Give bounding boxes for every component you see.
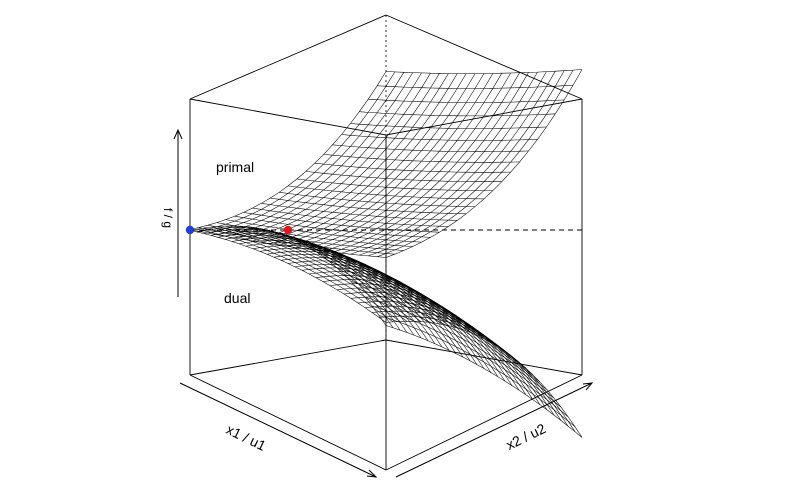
red-point xyxy=(283,225,293,235)
dual-grid-line xyxy=(371,305,569,417)
dual-grid-line xyxy=(357,301,555,416)
dual-grid-line xyxy=(357,288,555,399)
primal-grid-line xyxy=(207,72,405,234)
dual-grid-line xyxy=(364,305,562,421)
dual-grid-line xyxy=(385,321,583,438)
dual-grid-line xyxy=(343,274,541,383)
dual-label: dual xyxy=(224,290,250,306)
primal-grid-line xyxy=(252,73,449,242)
dual-grid-line xyxy=(336,287,534,400)
blue-point xyxy=(185,225,195,235)
dual-grid-line xyxy=(371,310,569,427)
z-axis-label: f / g xyxy=(161,208,175,228)
primal-grid-line xyxy=(323,72,520,252)
primal-grid-line xyxy=(385,69,583,74)
y-axis-label: x2 / u2 xyxy=(503,420,548,453)
dual-grid-line xyxy=(343,292,541,405)
dual-grid-line xyxy=(336,267,534,376)
primal-grid-line xyxy=(368,70,565,257)
dual-grid-line xyxy=(378,315,576,427)
dual-grid-line xyxy=(350,296,548,411)
primal-grid-line xyxy=(332,72,529,253)
primal-label: primal xyxy=(216,159,254,175)
dual-grid-line xyxy=(322,279,520,391)
primal-grid-line xyxy=(359,71,556,256)
primal-grid-line xyxy=(359,111,556,117)
primal-grid-line xyxy=(198,71,396,232)
primal-grid-line xyxy=(189,71,387,230)
primal-grid-line xyxy=(377,84,574,89)
dual-grid-line xyxy=(315,275,513,386)
primal-grid-line xyxy=(243,73,440,240)
primal-grid-line xyxy=(350,123,547,129)
primal-grid-line xyxy=(296,178,493,191)
primal-grid-line xyxy=(314,72,511,251)
primal-grid-line xyxy=(305,171,502,182)
primal-grid-line xyxy=(341,71,538,254)
primal-grid-line xyxy=(305,73,503,250)
primal-grid-line xyxy=(368,98,565,103)
dual-grid-line xyxy=(378,315,576,432)
primal-grid-line xyxy=(314,162,511,173)
dual-grid-line xyxy=(329,283,527,396)
primal-grid-line xyxy=(350,71,547,255)
primal-grid-line xyxy=(341,134,538,141)
dual-grid-line xyxy=(385,325,583,438)
y-axis-arrow xyxy=(395,382,594,478)
primal-grid-line xyxy=(323,154,520,163)
primal-grid-line xyxy=(296,73,494,248)
dual-grid-line xyxy=(364,296,562,408)
dual-grid-line xyxy=(350,281,548,391)
x-axis-label: x1 / u1 xyxy=(224,421,269,454)
z-axis-arrow xyxy=(173,128,183,297)
primal-grid-line xyxy=(385,69,583,258)
primal-grid-line xyxy=(261,73,458,243)
primal-grid-line xyxy=(332,144,529,152)
primal-grid-line xyxy=(377,69,574,257)
dual-grid-line xyxy=(189,230,387,323)
dual-grid-line xyxy=(308,271,506,382)
x-axis-arrow xyxy=(179,382,378,478)
primal-grid-line xyxy=(287,185,485,200)
